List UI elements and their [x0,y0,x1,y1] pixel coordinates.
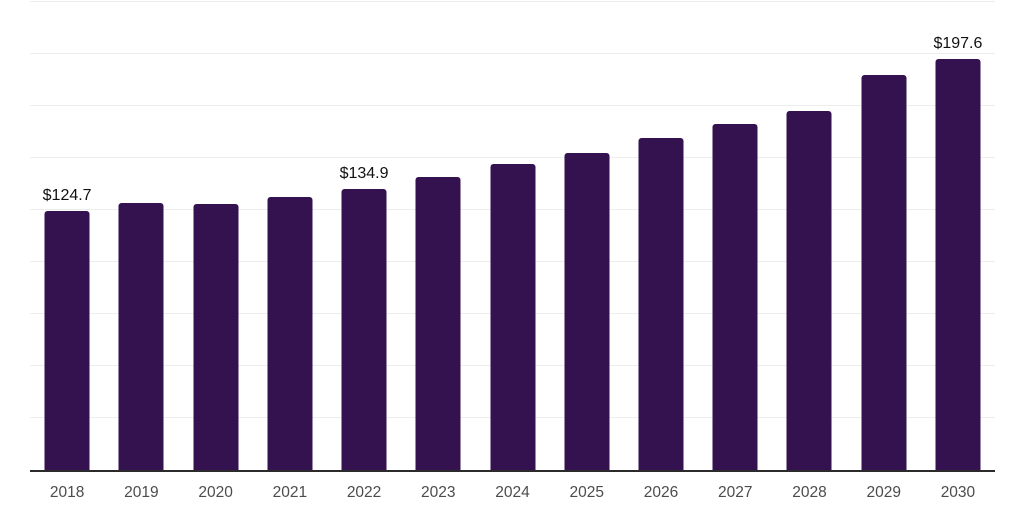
gridline-175 [30,105,995,106]
gridline-150 [30,157,995,159]
bar-slot-2030: $197.6 [921,2,995,470]
x-axis-label-2021: 2021 [272,484,308,501]
bar-2028[interactable] [786,110,832,470]
x-axis-label-2024: 2024 [495,484,530,501]
x-axis-label-2019: 2019 [124,484,159,501]
bar-2030[interactable] [935,59,981,470]
bar-2020[interactable] [193,203,239,470]
plot-area: $124.7 $134.9 $197.6 [30,1,995,472]
bar-slot-2019 [104,2,178,470]
bar-2025[interactable] [564,152,610,470]
x-axis-label-2022: 2022 [346,484,382,501]
bar-2021[interactable] [267,197,313,470]
bar-slot-2022: $134.9 [327,2,401,470]
x-axis: 2018 2019 2020 2021 2022 2023 2024 2025 2026 2027… [30,472,995,501]
bar-2019[interactable] [118,202,164,470]
bar-slot-2029 [847,2,921,470]
bar-slot-2020 [178,2,252,470]
bar-value-label-2022: $134.9 [339,165,389,183]
bar-2018[interactable] [44,210,90,470]
bar-2029[interactable] [861,74,907,470]
gridline-200 [30,53,995,54]
bar-slot-2025 [550,2,624,470]
bar-2024[interactable] [490,164,536,470]
x-axis-label-2028: 2028 [792,484,827,501]
x-axis-label-2018: 2018 [49,484,85,501]
x-axis-label-2026: 2026 [643,484,679,501]
x-axis-label-2030: 2030 [940,484,976,501]
bars-row: $124.7 $134.9 $197.6 [30,2,995,470]
bar-2027[interactable] [712,123,758,470]
bar-2022[interactable] [341,189,387,470]
bar-value-label-2030: $197.6 [933,35,983,52]
bar-value-label-2018: $124.7 [42,186,92,204]
x-axis-label-2023: 2023 [421,484,456,501]
bar-slot-2026 [624,2,698,470]
bar-2026[interactable] [638,138,684,470]
bar-slot-2023 [401,2,475,470]
bar-2023[interactable] [415,177,461,470]
bar-slot-2028 [772,2,846,470]
x-axis-label-2029: 2029 [866,484,901,501]
x-axis-label-2020: 2020 [198,484,233,501]
x-axis-label-2027: 2027 [717,484,753,501]
bar-slot-2024 [475,2,549,470]
bar-slot-2027 [698,2,772,470]
gridline-225 [30,1,995,2]
bar-slot-2021 [253,2,327,470]
x-axis-label-2025: 2025 [569,484,604,501]
bar-slot-2018: $124.7 [30,2,104,470]
